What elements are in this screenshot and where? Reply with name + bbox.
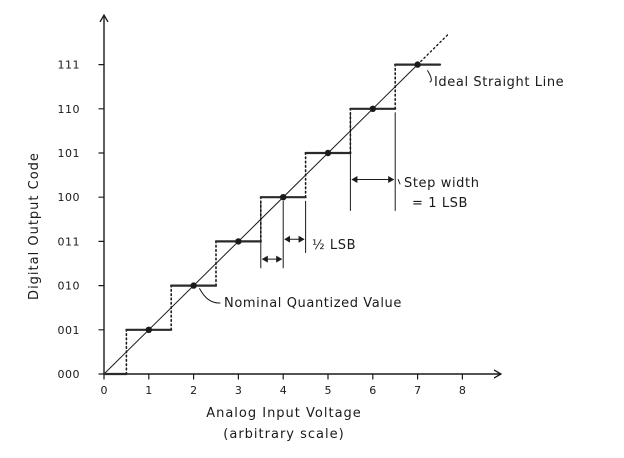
y-tick-label: 110 <box>58 103 81 116</box>
y-axis-title: Digital Output Code <box>27 152 42 300</box>
quantized-point-group <box>145 61 421 333</box>
x-tick-label: 8 <box>459 384 466 397</box>
ideal-line-annotation: Ideal Straight Line <box>434 75 564 90</box>
x-axis-title: Analog Input Voltage <box>206 406 362 421</box>
x-tick-label: 7 <box>414 384 421 397</box>
y-tick-label: 111 <box>58 59 81 72</box>
y-tick-label: 011 <box>58 235 81 248</box>
y-tick-label: 101 <box>58 147 81 160</box>
quantized-point <box>324 149 332 157</box>
dimension-group <box>199 70 432 304</box>
ideal-line-leader <box>427 70 432 83</box>
ideal-line-group <box>103 33 449 375</box>
x-tick-label: 1 <box>145 384 152 397</box>
x-tick-label: 6 <box>369 384 376 397</box>
x-axis-subtitle: (arbitrary scale) <box>223 427 344 442</box>
x-tick-label: 3 <box>235 384 242 397</box>
nominal-quantized-annotation: Nominal Quantized Value <box>224 296 402 311</box>
quantized-point <box>190 282 197 289</box>
x-tick-label: 5 <box>325 384 332 397</box>
y-tick-label: 100 <box>58 191 81 204</box>
y-tick-group: 000 001 010 011 100 101 110 111 <box>58 59 105 381</box>
y-tick-label: 010 <box>58 280 81 293</box>
step-width-leader <box>397 179 401 185</box>
nominal-value-leader <box>199 288 221 304</box>
half-lsb-annotation: ½ LSB <box>312 238 356 253</box>
quantized-point <box>414 61 421 68</box>
step-width-annotation-line2: = 1 LSB <box>412 196 468 211</box>
y-tick-label: 001 <box>58 324 81 337</box>
quantized-point <box>235 238 242 245</box>
step-group <box>102 63 442 376</box>
x-tick-label: 4 <box>280 384 287 397</box>
x-tick-group: 0 1 2 3 4 5 6 7 8 <box>101 373 466 397</box>
x-tick-label: 2 <box>190 384 197 397</box>
y-tick-label: 000 <box>58 368 81 381</box>
ideal-line-extension <box>416 33 449 66</box>
quantized-point <box>145 326 152 333</box>
quantized-point <box>280 194 287 201</box>
x-tick-label: 0 <box>101 384 108 397</box>
quantized-point <box>369 105 376 113</box>
step-width-annotation-line1: Step width <box>404 176 480 191</box>
